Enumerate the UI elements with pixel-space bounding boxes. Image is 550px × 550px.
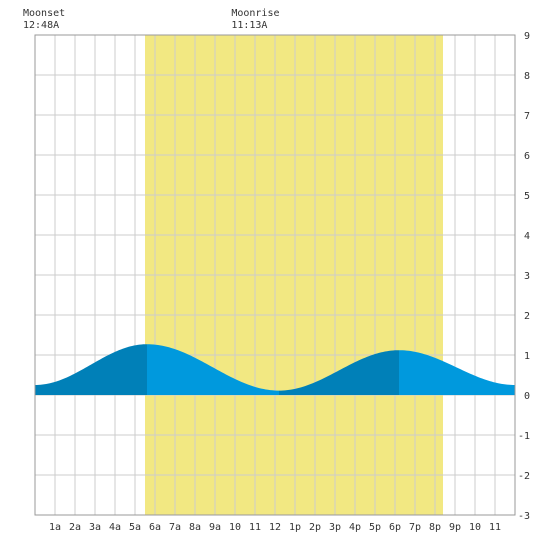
x-tick-label: 8a: [189, 522, 201, 533]
y-tick-label: 0: [524, 391, 530, 402]
x-tick-label: 10: [229, 522, 241, 533]
moon-event-name: Moonset: [23, 8, 65, 19]
x-tick-label: 6p: [389, 522, 401, 533]
x-tick-label: 4a: [109, 522, 121, 533]
x-tick-label: 11: [489, 522, 501, 533]
y-tick-label: 5: [524, 191, 530, 202]
x-tick-label: 4p: [349, 522, 361, 533]
x-tick-label: 3p: [329, 522, 341, 533]
y-tick-label: 2: [524, 311, 530, 322]
x-tick-label: 9a: [209, 522, 221, 533]
tide-area-rising: [279, 350, 399, 395]
y-tick-label: -2: [518, 471, 530, 482]
x-tick-label: 1a: [49, 522, 61, 533]
x-tick-label: 5p: [369, 522, 381, 533]
moon-event-name: Moonrise: [231, 8, 279, 19]
y-tick-label: 8: [524, 71, 530, 82]
x-tick-label: 8p: [429, 522, 441, 533]
y-tick-label: -1: [518, 431, 530, 442]
label-layer: 1a 2a 3a 4a 5a 6a 7a 8a 9a 10 11 12 1p 2p 3p 4p 5p 6p 7p 8p…: [23, 8, 530, 533]
y-tick-label: -3: [518, 511, 530, 522]
x-tick-label: 7p: [409, 522, 421, 533]
grid-layer: [35, 35, 515, 515]
x-tick-label: 6a: [149, 522, 161, 533]
moon-event-time: 12:48A: [23, 20, 59, 31]
y-tick-label: 3: [524, 271, 530, 282]
tide-area-rising: [35, 344, 147, 395]
x-tick-label: 3a: [89, 522, 101, 533]
moon-event-time: 11:13A: [231, 20, 267, 31]
x-tick-label: 7a: [169, 522, 181, 533]
x-tick-label: 2p: [309, 522, 321, 533]
x-tick-label: 2a: [69, 522, 81, 533]
x-tick-label: 5a: [129, 522, 141, 533]
x-tick-label: 10: [469, 522, 481, 533]
tide-area-falling: [399, 350, 515, 395]
y-tick-label: 4: [524, 231, 530, 242]
x-tick-label: 11: [249, 522, 261, 533]
tide-area-falling: [147, 344, 279, 395]
x-tick-label: 9p: [449, 522, 461, 533]
y-tick-label: 7: [524, 111, 530, 122]
plot-border: [34, 34, 516, 516]
tide-layer: [35, 344, 515, 395]
y-tick-label: 9: [524, 31, 530, 42]
x-tick-label: 1p: [289, 522, 301, 533]
y-tick-label: 1: [524, 351, 530, 362]
y-tick-label: 6: [524, 151, 530, 162]
x-tick-label: 12: [269, 522, 281, 533]
